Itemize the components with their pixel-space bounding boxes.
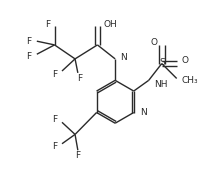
Text: F: F	[45, 20, 50, 29]
Text: OH: OH	[103, 20, 117, 29]
Text: F: F	[52, 142, 57, 151]
Text: F: F	[77, 74, 82, 83]
Text: CH₃: CH₃	[181, 76, 198, 85]
Text: F: F	[52, 115, 57, 124]
Text: F: F	[26, 52, 31, 61]
Text: F: F	[26, 37, 31, 46]
Text: F: F	[75, 151, 80, 160]
Text: O: O	[150, 38, 157, 47]
Text: F: F	[52, 70, 57, 79]
Text: N: N	[140, 108, 147, 117]
Text: NH: NH	[154, 80, 168, 89]
Text: O: O	[181, 56, 188, 65]
Text: S: S	[159, 58, 165, 67]
Text: N: N	[120, 53, 127, 62]
